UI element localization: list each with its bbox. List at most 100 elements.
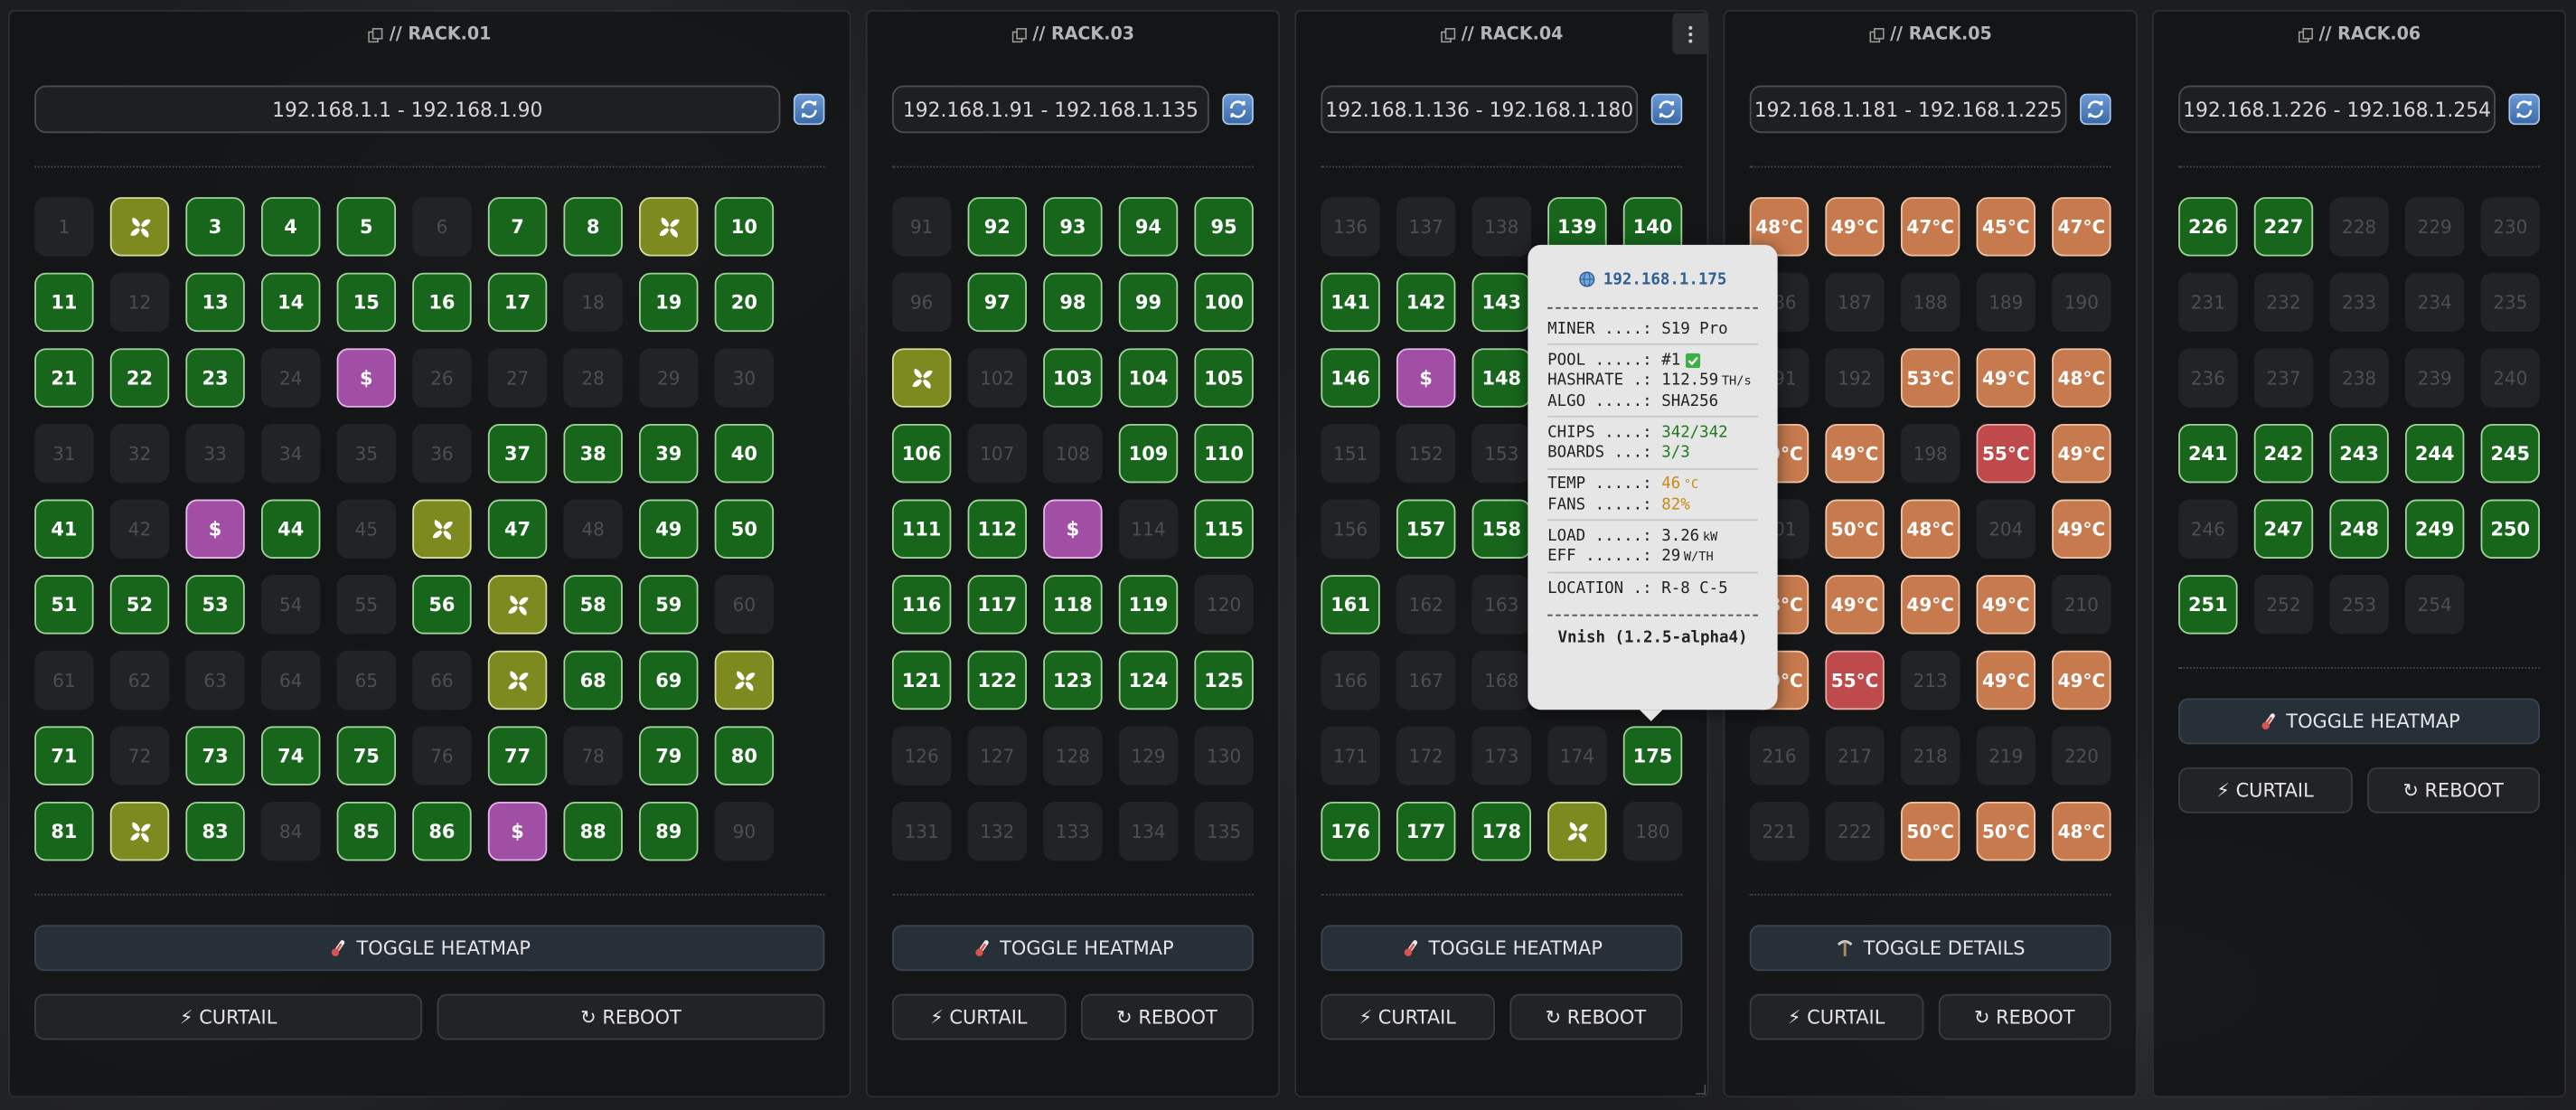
- miner-cell[interactable]: 213: [1900, 650, 1960, 710]
- miner-cell[interactable]: 36: [412, 423, 472, 484]
- miner-cell[interactable]: 146: [1321, 348, 1380, 408]
- ip-range-input[interactable]: 192.168.1.181 - 192.168.1.225: [1749, 85, 2067, 134]
- miner-cell[interactable]: 23: [185, 348, 245, 408]
- miner-cell[interactable]: 8: [563, 197, 623, 257]
- miner-cell[interactable]: 38: [563, 423, 623, 484]
- miner-cell[interactable]: 129: [1118, 726, 1179, 785]
- miner-cell[interactable]: 168: [1471, 650, 1532, 710]
- miner-cell[interactable]: 76: [412, 726, 472, 785]
- curtail-button[interactable]: ⚡ CURTAIL: [891, 993, 1066, 1040]
- miner-cell[interactable]: 99: [1118, 272, 1179, 333]
- miner-cell[interactable]: 119: [1118, 575, 1179, 635]
- miner-cell[interactable]: 49°C: [1825, 423, 1885, 484]
- miner-cell[interactable]: 48: [563, 499, 623, 559]
- miner-cell[interactable]: 134: [1118, 801, 1179, 861]
- miner-cell[interactable]: 80: [714, 726, 775, 785]
- miner-cell[interactable]: 239: [2404, 348, 2465, 408]
- miner-cell[interactable]: 241: [2178, 423, 2238, 484]
- miner-cell[interactable]: 229: [2404, 197, 2465, 257]
- miner-cell[interactable]: $: [1396, 348, 1456, 408]
- miner-cell[interactable]: 116: [891, 575, 952, 635]
- miner-cell[interactable]: 41: [34, 499, 94, 559]
- miner-cell[interactable]: 232: [2253, 272, 2314, 333]
- miner-cell[interactable]: 69: [639, 650, 699, 710]
- curtail-button[interactable]: ⚡ CURTAIL: [34, 993, 423, 1040]
- miner-cell[interactable]: 122: [967, 650, 1028, 710]
- miner-cell[interactable]: 28: [563, 348, 623, 408]
- miner-cell[interactable]: 243: [2329, 423, 2389, 484]
- miner-cell[interactable]: 108: [1043, 423, 1103, 484]
- miner-cell[interactable]: 17: [487, 272, 548, 333]
- miner-cell[interactable]: 103: [1043, 348, 1103, 408]
- miner-cell[interactable]: 75: [336, 726, 397, 785]
- miner-cell[interactable]: 142: [1396, 272, 1456, 333]
- miner-cell[interactable]: 104: [1118, 348, 1179, 408]
- miner-cell[interactable]: 111: [891, 499, 952, 559]
- miner-cell[interactable]: 73: [185, 726, 245, 785]
- miner-cell[interactable]: 86: [412, 801, 472, 861]
- miner-cell[interactable]: 44: [260, 499, 321, 559]
- miner-cell[interactable]: 49°C: [1976, 650, 2036, 710]
- miner-cell[interactable]: 157: [1396, 499, 1456, 559]
- miner-cell[interactable]: 18: [563, 272, 623, 333]
- miner-cell[interactable]: 250: [2480, 499, 2541, 559]
- ip-range-input[interactable]: 192.168.1.136 - 192.168.1.180: [1321, 85, 1639, 134]
- miner-cell[interactable]: 64: [260, 650, 321, 710]
- miner-cell[interactable]: 254: [2404, 575, 2465, 635]
- miner-cell[interactable]: 55: [336, 575, 397, 635]
- miner-cell[interactable]: 230: [2480, 197, 2541, 257]
- miner-cell[interactable]: 68: [563, 650, 623, 710]
- miner-cell[interactable]: 72: [109, 726, 170, 785]
- miner-cell[interactable]: 163: [1471, 575, 1532, 635]
- miner-cell[interactable]: 192: [1825, 348, 1885, 408]
- miner-cell[interactable]: 95: [1194, 197, 1254, 257]
- miner-cell[interactable]: [487, 575, 548, 635]
- reboot-button[interactable]: ↻ REBOOT: [2366, 767, 2541, 814]
- miner-cell[interactable]: 228: [2329, 197, 2389, 257]
- miner-cell[interactable]: 33: [185, 423, 245, 484]
- miner-cell[interactable]: 162: [1396, 575, 1456, 635]
- miner-cell[interactable]: 106: [891, 423, 952, 484]
- ip-range-input[interactable]: 192.168.1.1 - 192.168.1.90: [34, 85, 781, 134]
- miner-cell[interactable]: 29: [639, 348, 699, 408]
- miner-cell[interactable]: 222: [1825, 801, 1885, 861]
- miner-cell[interactable]: 175: [1622, 726, 1683, 785]
- miner-cell[interactable]: 126: [891, 726, 952, 785]
- miner-cell[interactable]: 167: [1396, 650, 1456, 710]
- miner-cell[interactable]: 127: [967, 726, 1028, 785]
- miner-cell[interactable]: $: [1043, 499, 1103, 559]
- miner-cell[interactable]: 81: [34, 801, 94, 861]
- refresh-button[interactable]: [1222, 93, 1254, 126]
- miner-cell[interactable]: 13: [185, 272, 245, 333]
- miner-cell[interactable]: 34: [260, 423, 321, 484]
- miner-cell[interactable]: 253: [2329, 575, 2389, 635]
- miner-cell[interactable]: 12: [109, 272, 170, 333]
- miner-cell[interactable]: 235: [2480, 272, 2541, 333]
- miner-cell[interactable]: 49: [639, 499, 699, 559]
- miner-cell[interactable]: 152: [1396, 423, 1456, 484]
- miner-cell[interactable]: 177: [1396, 801, 1456, 861]
- miner-cell[interactable]: 252: [2253, 575, 2314, 635]
- miner-cell[interactable]: $: [336, 348, 397, 408]
- miner-cell[interactable]: 174: [1547, 726, 1607, 785]
- miner-cell[interactable]: 71: [34, 726, 94, 785]
- miner-cell[interactable]: 56: [412, 575, 472, 635]
- reboot-button[interactable]: ↻ REBOOT: [437, 993, 825, 1040]
- miner-cell[interactable]: 89: [639, 801, 699, 861]
- miner-cell[interactable]: 10: [714, 197, 775, 257]
- miner-cell[interactable]: 236: [2178, 348, 2238, 408]
- miner-cell[interactable]: 61: [34, 650, 94, 710]
- miner-cell[interactable]: 110: [1194, 423, 1254, 484]
- miner-cell[interactable]: 246: [2178, 499, 2238, 559]
- miner-cell[interactable]: [639, 197, 699, 257]
- miner-cell[interactable]: 247: [2253, 499, 2314, 559]
- miner-cell[interactable]: 59: [639, 575, 699, 635]
- miner-cell[interactable]: 66: [412, 650, 472, 710]
- miner-cell[interactable]: 21: [34, 348, 94, 408]
- miner-cell[interactable]: 96: [891, 272, 952, 333]
- miner-cell[interactable]: 172: [1396, 726, 1456, 785]
- miner-cell[interactable]: 40: [714, 423, 775, 484]
- miner-cell[interactable]: 92: [967, 197, 1028, 257]
- miner-cell[interactable]: 120: [1194, 575, 1254, 635]
- miner-cell[interactable]: 245: [2480, 423, 2541, 484]
